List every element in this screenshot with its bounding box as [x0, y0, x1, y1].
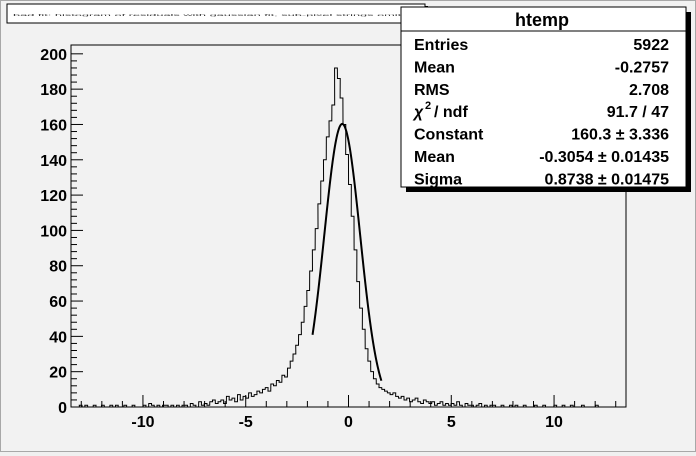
stats-row-value: 2.708 — [629, 82, 669, 99]
title-box-text: bad fit: histogram of residuals with gau… — [13, 13, 420, 17]
stats-row-label: Mean — [414, 149, 455, 166]
stats-row-value: -0.2757 — [615, 59, 669, 76]
gaussian-fit-curve — [311, 122, 383, 382]
x-tick-label: 5 — [447, 414, 456, 431]
stats-box-title: htemp — [515, 10, 569, 30]
stats-row-value: -0.3054 ± 0.01435 — [539, 149, 669, 166]
x-tick-label: -10 — [131, 414, 154, 431]
x-tick-label: 0 — [344, 414, 353, 431]
y-tick-label: 120 — [40, 188, 67, 205]
stats-row-value: 5922 — [633, 37, 669, 54]
y-tick-label: 20 — [49, 365, 67, 382]
x-tick-label: 10 — [545, 414, 563, 431]
stats-box-frame — [400, 6, 687, 188]
stats-row: Sigma 0.8738 ± 0.01475 — [414, 171, 669, 188]
stats-row-label: Entries — [414, 37, 468, 54]
axes: 0 20 40 60 80 100 120 140 160 180 200 -10 -5 0 5 10 — [40, 47, 617, 431]
y-tick-label: 180 — [40, 82, 67, 99]
stats-row: Mean -0.2757 — [414, 59, 669, 76]
stats-row: Constant 160.3 ± 3.336 — [414, 127, 669, 144]
stats-row-value: 91.7 / 47 — [607, 104, 669, 121]
stats-row-value: 160.3 ± 3.336 — [571, 127, 669, 144]
stats-row: Entries 5922 — [414, 37, 669, 54]
stats-row-value: 0.8738 ± 0.01475 — [545, 171, 670, 188]
histogram-line — [71, 67, 607, 408]
chi-square-symbol: χ — [412, 104, 424, 121]
stats-row-label: RMS — [414, 82, 450, 99]
stats-row: χ 2/ ndf 91.7 / 47 — [412, 100, 669, 121]
stats-row-label: / ndf — [434, 104, 468, 121]
y-tick-label: 140 — [40, 153, 67, 170]
chi-square-exponent: 2 — [425, 100, 431, 112]
stats-row-label: Sigma — [414, 171, 462, 188]
y-tick-label: 80 — [49, 259, 67, 276]
y-tick-label: 200 — [40, 47, 67, 64]
y-tick-label: 100 — [40, 223, 67, 240]
stats-row-label: Mean — [414, 59, 455, 76]
stats-row: RMS 2.708 — [414, 82, 669, 99]
stats-row: Mean -0.3054 ± 0.01435 — [414, 149, 669, 166]
y-tick-label: 0 — [58, 400, 67, 417]
y-tick-label: 160 — [40, 117, 67, 134]
x-tick-label: -5 — [239, 414, 253, 431]
y-tick-label: 40 — [49, 329, 67, 346]
stats-row-label: Constant — [414, 127, 484, 144]
y-tick-label: 60 — [49, 294, 67, 311]
